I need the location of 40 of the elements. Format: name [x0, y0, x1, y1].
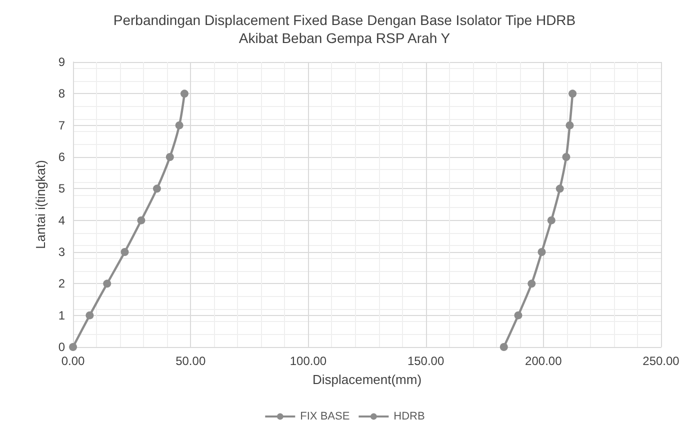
legend-label: HDRB	[394, 410, 425, 422]
point	[566, 121, 574, 130]
x-tick-label: 150.00	[407, 354, 444, 368]
y-tick-label: 7	[58, 118, 66, 132]
y-tick-label: 2	[58, 276, 66, 291]
legend-label: FIX BASE	[300, 410, 350, 422]
y-axis-title: Lantai i(tingkat)	[33, 160, 48, 249]
point	[538, 248, 546, 256]
x-tick-label: 250.00	[642, 354, 680, 368]
x-tick-label: 50.00	[176, 354, 206, 368]
point	[69, 343, 77, 351]
point	[86, 311, 94, 320]
y-tick-label: 5	[58, 182, 66, 196]
point	[152, 184, 161, 193]
point	[120, 248, 129, 256]
point	[556, 184, 564, 193]
x-tick-label: 200.00	[525, 354, 562, 368]
y-tick-label: 8	[58, 86, 66, 101]
x-tick-label: 100.00	[290, 354, 327, 368]
point	[528, 280, 536, 288]
point	[514, 311, 522, 320]
y-tick-label: 1	[58, 308, 66, 322]
y-tick-label: 4	[58, 213, 66, 228]
y-tick-label: 6	[58, 150, 66, 164]
point	[547, 216, 556, 224]
point	[137, 216, 146, 224]
x-tick-label: 0.00	[61, 354, 85, 368]
point	[103, 280, 112, 288]
chart-title: Perbandingan Displacement Fixed Base Dengan Base Isolator Tipe HDRB	[113, 12, 576, 28]
point	[180, 90, 188, 98]
point	[562, 153, 570, 161]
y-tick-label: 9	[58, 55, 66, 69]
y-tick-label: 0	[58, 340, 66, 354]
point	[175, 121, 184, 130]
y-tick-label: 3	[58, 245, 66, 259]
point	[500, 343, 508, 351]
x-axis-title: Displacement(mm)	[312, 372, 422, 387]
point	[166, 153, 174, 161]
point	[568, 90, 577, 98]
chart-subtitle: Akibat Beban Gempa RSP Arah Y	[238, 30, 451, 46]
